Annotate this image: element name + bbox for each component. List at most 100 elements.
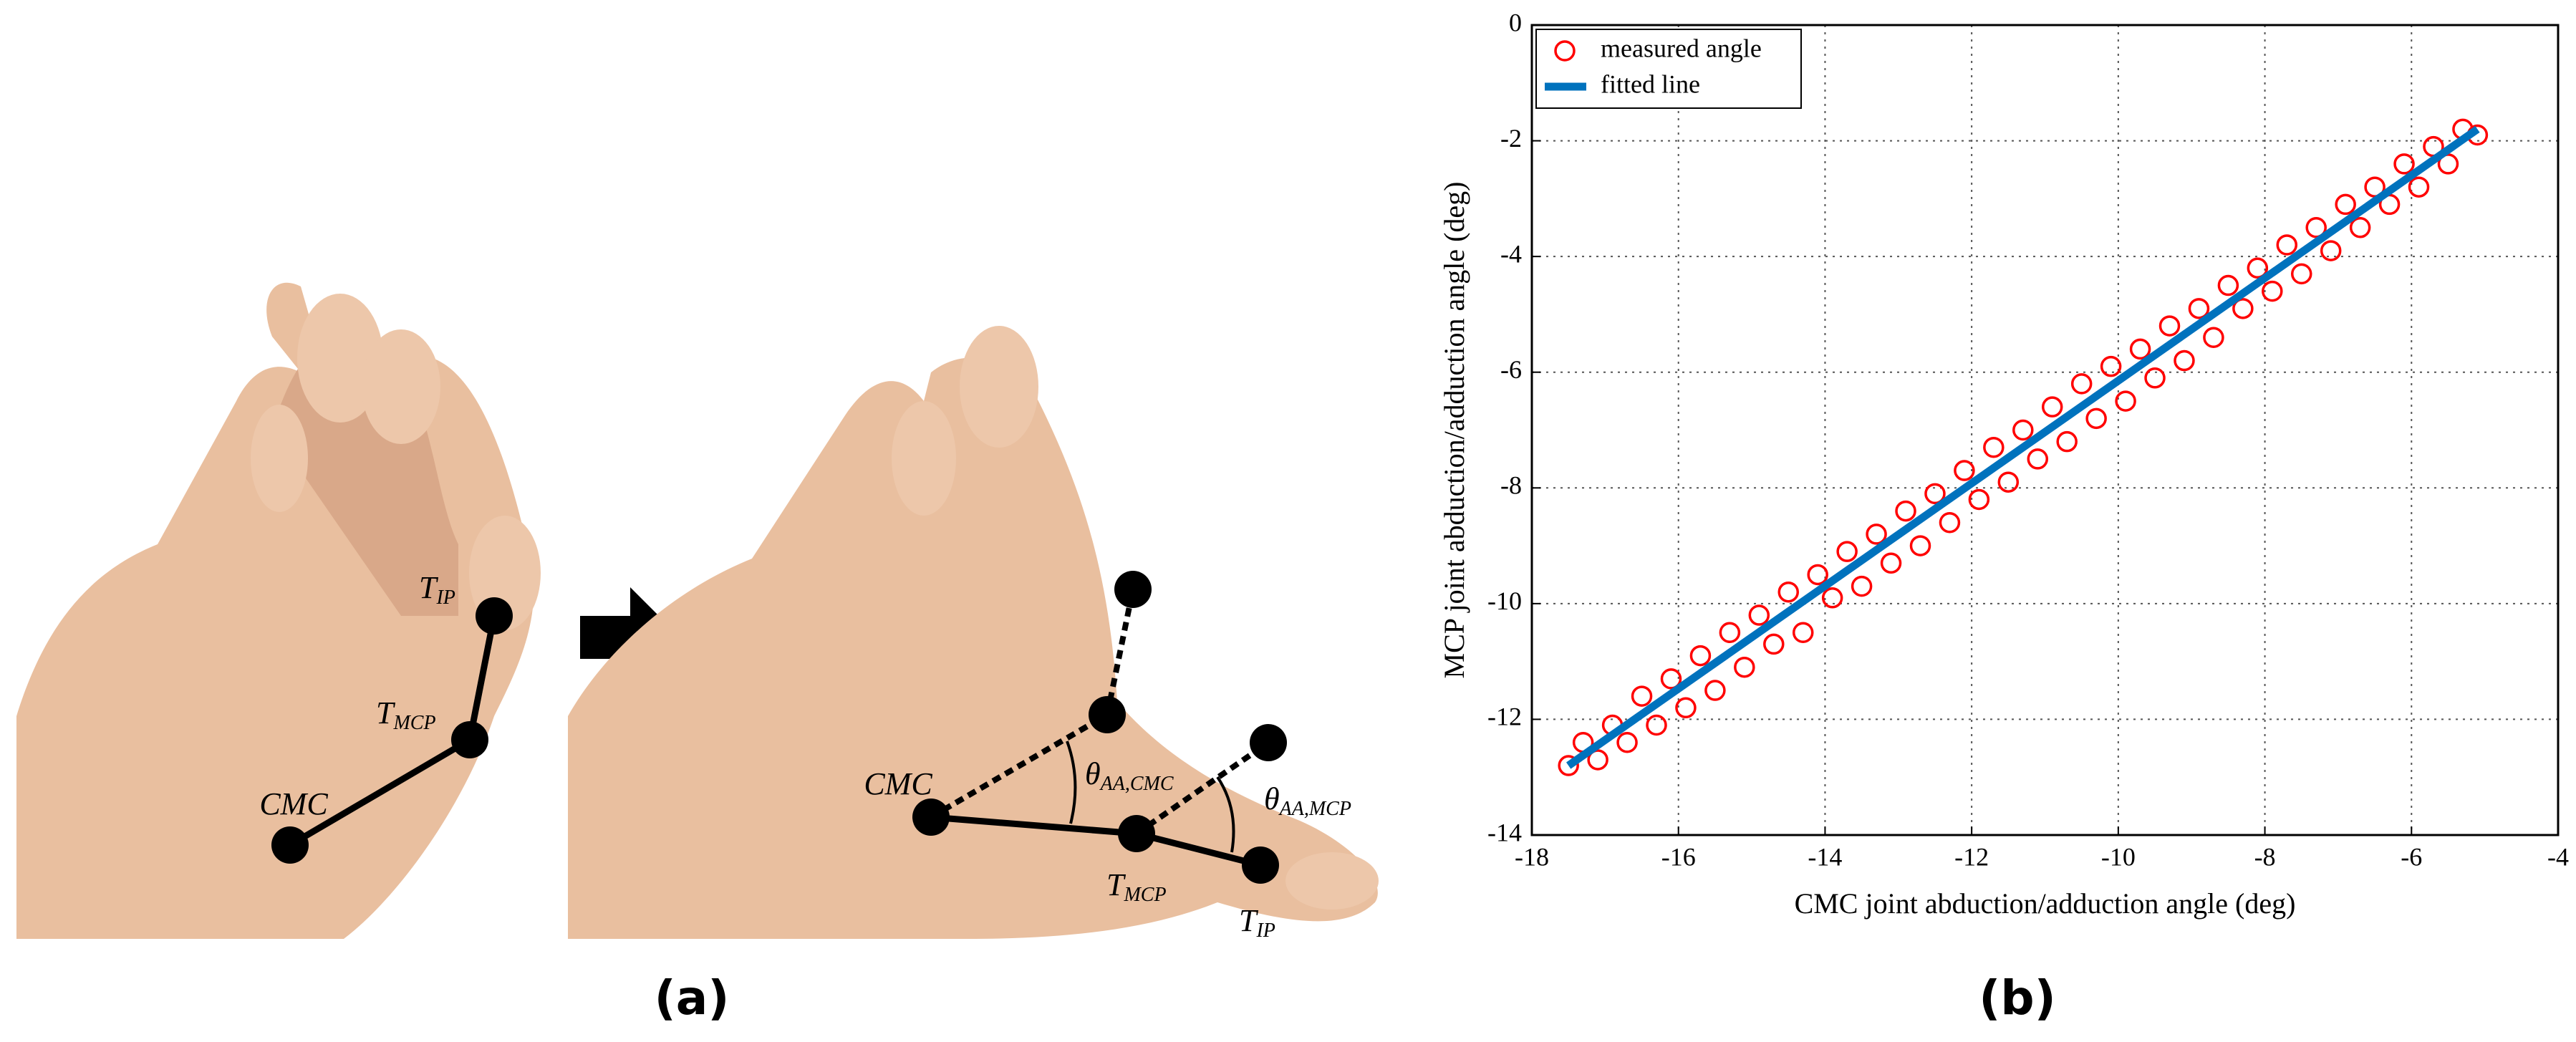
data-point	[1734, 656, 1755, 678]
data-point	[1748, 604, 1770, 626]
angle-arc	[1216, 776, 1235, 853]
bone-line	[288, 737, 472, 848]
y-tick-label: 0	[1509, 8, 1522, 37]
joint-dot	[1089, 696, 1126, 733]
panel-caption: (b)	[1979, 970, 2056, 1026]
data-point	[2349, 217, 2371, 238]
reference-line	[1134, 740, 1270, 836]
data-point	[1821, 587, 1843, 609]
joint-dot	[912, 799, 950, 836]
data-point	[1704, 680, 1726, 701]
data-point	[1866, 524, 1887, 545]
data-point	[1939, 512, 1961, 534]
plot-frame	[1530, 24, 2560, 836]
angle-arc	[1066, 741, 1077, 824]
legend-label: measured angle	[1601, 34, 1762, 62]
data-point	[2056, 430, 2078, 453]
data-point	[2408, 176, 2430, 198]
joint-dot	[271, 826, 309, 864]
x-tick-label: -6	[2401, 842, 2422, 871]
data-point	[2262, 280, 2283, 302]
data-point	[2012, 419, 2034, 441]
finger	[251, 405, 308, 512]
data-point	[2203, 327, 2224, 348]
data-point	[1924, 483, 1946, 505]
data-point	[1646, 714, 1667, 736]
data-point	[1763, 633, 1785, 655]
data-point	[2276, 234, 2298, 256]
y-tick-label: -6	[1500, 355, 1522, 384]
legend-marker	[1554, 40, 1576, 62]
x-tick-label: -18	[1515, 842, 1549, 871]
chart: -18 -16 -14 -12 -10 -8 -6 -4 -14 -12 -10 -8 -6 -4 -2 0 C…	[1438, 8, 2569, 920]
data-point	[2174, 349, 2195, 372]
y-axis-label: MCP joint abduction/adduction angle (deg…	[1438, 182, 1470, 679]
finger	[892, 401, 956, 516]
y-tick-label: -2	[1500, 124, 1522, 153]
data-point	[2320, 240, 2342, 261]
y-tick-label: -8	[1500, 471, 1522, 500]
right-hand: CMC θAA,CMC θAA,MCP TMCP TIP	[568, 326, 1379, 942]
data-point	[2437, 153, 2459, 175]
data-point	[2393, 153, 2415, 175]
joint-label: TMCP	[376, 695, 436, 734]
finger	[362, 329, 440, 444]
angle-label: θAA,CMC	[1085, 756, 1174, 795]
x-tick-label: -14	[1808, 842, 1842, 871]
joint-dot	[1114, 571, 1152, 608]
x-tick-label: -10	[2101, 842, 2136, 871]
data-point	[1660, 668, 1682, 690]
legend-label: fitted line	[1601, 69, 1700, 98]
data-point	[2085, 407, 2107, 430]
y-tick-label: -4	[1500, 239, 1522, 268]
left-hand: CMC TMCP TIP	[16, 282, 541, 939]
panel-caption: (a)	[655, 970, 730, 1026]
bone-line	[466, 615, 498, 741]
data-point	[2158, 315, 2181, 337]
data-point	[1954, 460, 1975, 481]
data-point	[2041, 396, 2063, 418]
joint-label: TIP	[1239, 903, 1275, 942]
data-point	[1983, 436, 2005, 458]
joint-dot	[476, 597, 513, 635]
data-point	[1631, 685, 1653, 707]
joint-label: CMC	[259, 786, 328, 821]
data-point	[1689, 645, 1712, 667]
joint-label: TMCP	[1106, 867, 1167, 906]
data-point	[2100, 355, 2122, 377]
data-point	[2188, 298, 2210, 319]
x-axis-label: CMC joint abduction/adduction angle (deg…	[1795, 887, 2296, 920]
data-point	[1587, 749, 1608, 771]
data-point	[2129, 338, 2151, 360]
x-tick-label: -4	[2547, 842, 2569, 871]
data-point	[1616, 731, 1638, 753]
data-point	[2305, 217, 2327, 238]
data-point	[1777, 581, 1799, 603]
data-point	[1851, 575, 1873, 597]
data-point	[1558, 755, 1579, 776]
data-point	[1968, 488, 1990, 511]
data-point	[1719, 622, 1741, 643]
joint-dot	[1250, 724, 1287, 761]
data-point	[2144, 367, 2166, 389]
y-tick-label: -14	[1487, 818, 1522, 846]
data-point	[2247, 257, 2269, 279]
x-tick-label: -8	[2254, 842, 2276, 871]
fit-line	[1566, 125, 2480, 769]
data-point	[2070, 373, 2093, 395]
joint-dot	[451, 721, 488, 758]
data-point	[1997, 471, 2020, 493]
x-tick-label: -12	[1954, 842, 1989, 871]
reference-line	[1104, 589, 1136, 715]
data-point	[2335, 193, 2356, 216]
data-point	[2217, 274, 2239, 296]
data-point	[1792, 622, 1814, 643]
finger	[297, 294, 383, 423]
data-point	[1675, 697, 1697, 719]
data-point	[2115, 390, 2136, 412]
data-point	[2232, 298, 2254, 319]
y-tick-label: -12	[1487, 703, 1522, 731]
data-point	[1836, 541, 1858, 562]
y-tick-label: -10	[1487, 587, 1522, 615]
